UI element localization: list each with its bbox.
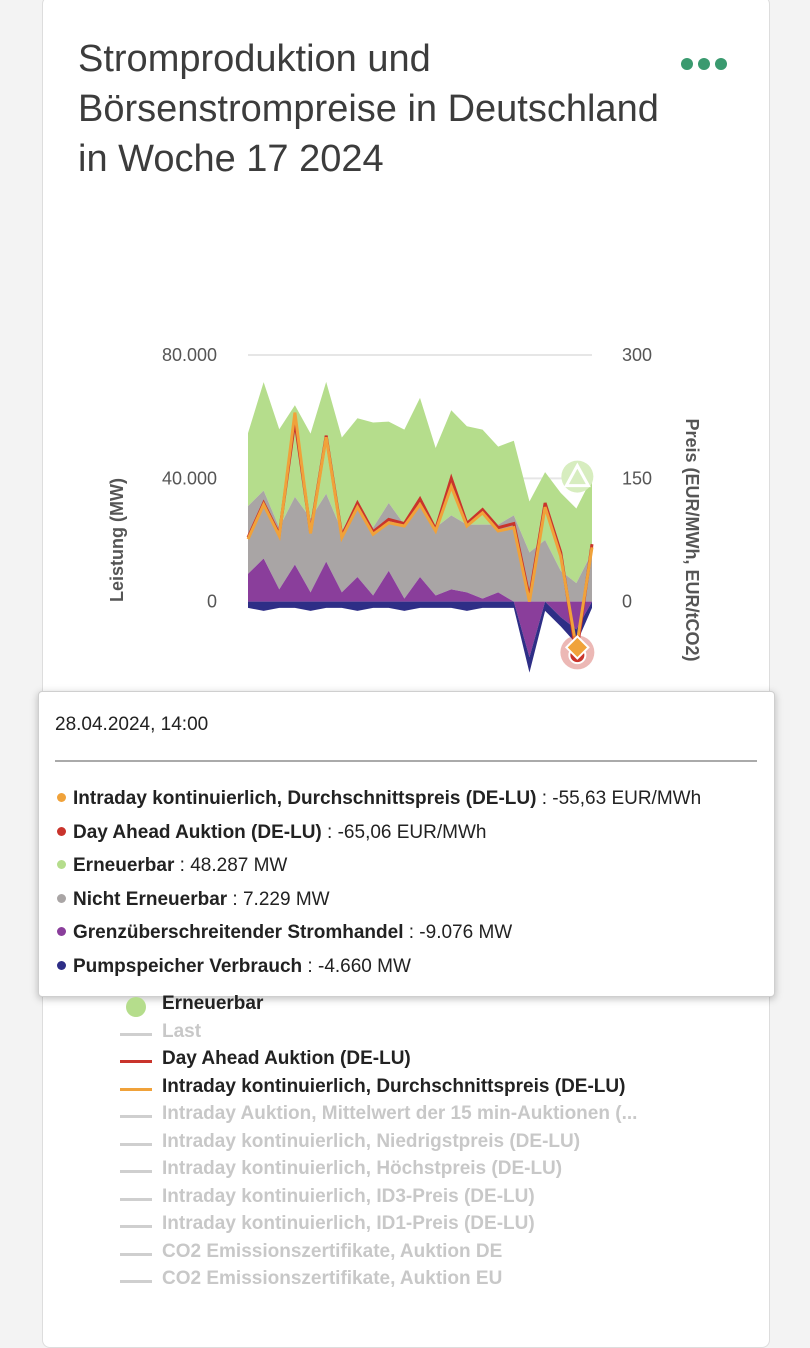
legend-swatch-icon xyxy=(120,1060,152,1063)
tooltip-row: Intraday kontinuierlich, Durchschnittspr… xyxy=(57,788,701,810)
hover-markers xyxy=(560,460,595,670)
right-tick-label: 0 xyxy=(622,592,632,612)
series-bullet-icon xyxy=(57,860,66,869)
more-dots-icon[interactable] xyxy=(681,56,727,72)
left-tick-label: 40.000 xyxy=(162,468,217,488)
tooltip-row: Grenzüberschreitender Stromhandel : -9.0… xyxy=(57,922,512,944)
legend-label: Intraday kontinuierlich, ID3-Preis (DE-L… xyxy=(162,1185,535,1207)
legend-swatch-icon xyxy=(120,1115,152,1118)
marker-erneuerbar xyxy=(563,462,591,488)
legend-label: Intraday kontinuierlich, Höchstpreis (DE… xyxy=(162,1158,563,1179)
price-line-1 xyxy=(246,412,594,648)
legend-label: Intraday kontinuierlich, Durchschnittspr… xyxy=(162,1075,626,1097)
legend-label: CO2 Emissionszertifikate, Auktion DE xyxy=(162,1240,503,1262)
marker-intraday xyxy=(564,634,590,660)
tooltip-series-value: : -65,06 EUR/MWh xyxy=(321,821,487,843)
right-tick-label: 300 xyxy=(622,345,652,365)
legend-label: Last xyxy=(162,1020,202,1042)
tooltip-series-name: Pumpspeicher Verbrauch xyxy=(73,955,303,977)
legend-swatch-icon xyxy=(120,1252,152,1256)
tooltip-series-name: Grenzüberschreitender Stromhandel xyxy=(73,922,404,943)
legend-swatch-icon xyxy=(120,1087,152,1091)
series-bullet-icon xyxy=(57,893,66,903)
y-axis-right-label: Preis (EUR/MWh, EUR/tCO2) xyxy=(682,418,702,661)
tooltip: 28.04.2024, 14:00 Intraday kontinuierlic… xyxy=(38,691,775,997)
area-erneuerbar xyxy=(248,381,592,584)
chart-title: Stromproduktion und Börsenstrompreise in… xyxy=(78,38,659,180)
legend-swatch-icon xyxy=(120,1225,152,1228)
price-lines xyxy=(246,412,594,656)
legend-label: Day Ahead Auktion (DE-LU) xyxy=(162,1048,411,1069)
left-tick-label: 80.000 xyxy=(162,345,217,365)
series-areas xyxy=(248,381,592,673)
y-axis-left-label: Leistung (MW) xyxy=(107,478,127,602)
right-tick-label: 150 xyxy=(622,468,652,488)
tooltip-date: 28.04.2024, 14:00 xyxy=(55,714,209,735)
tooltip-series-value: : -55,63 EUR/MWh xyxy=(536,788,702,809)
series-bullet-icon xyxy=(57,793,66,802)
legend-swatch-icon xyxy=(120,1142,152,1146)
legend-label: CO2 Emissionszertifikate, Auktion EU xyxy=(162,1268,503,1289)
area-nicht-erneuerbar xyxy=(248,490,592,602)
tooltip-series-name: Nicht Erneuerbar xyxy=(73,888,228,910)
tooltip-series-value: : -4.660 MW xyxy=(302,955,411,977)
series-bullet-icon xyxy=(57,826,66,836)
legend-label: Intraday kontinuierlich, Niedrigstpreis … xyxy=(162,1130,581,1152)
tooltip-row: Nicht Erneuerbar : 7.229 MW xyxy=(57,889,330,911)
tooltip-row: Erneuerbar : 48.287 MW xyxy=(57,855,287,877)
area-pumpspeicher-verbrauch xyxy=(248,601,592,673)
legend-label: Erneuerbar xyxy=(162,993,264,1014)
legend-swatch-icon xyxy=(126,997,146,1017)
legend-swatch-icon xyxy=(120,1280,152,1283)
series-bullet-icon xyxy=(57,960,66,970)
tooltip-series-value: : 7.229 MW xyxy=(227,888,330,910)
tooltip-row: Day Ahead Auktion (DE-LU) : -65,06 EUR/M… xyxy=(57,822,486,844)
tooltip-series-name: Day Ahead Auktion (DE-LU) xyxy=(73,821,322,843)
legend-label: Intraday Auktion, Mittelwert der 15 min-… xyxy=(162,1103,638,1124)
tooltip-series-value: : -9.076 MW xyxy=(403,922,513,943)
legend-label: Intraday kontinuierlich, ID1-Preis (DE-L… xyxy=(162,1213,535,1234)
chart-card xyxy=(42,0,770,1348)
legend-swatch-icon xyxy=(120,1197,152,1201)
tooltip-series-name: Erneuerbar xyxy=(73,855,175,876)
tooltip-series-name: Intraday kontinuierlich, Durchschnittspr… xyxy=(73,788,537,809)
area-grenzueberschreitender-stromhandel xyxy=(248,558,592,658)
tooltip-divider xyxy=(55,760,757,762)
series-bullet-icon xyxy=(57,927,66,936)
tooltip-series-value: : 48.287 MW xyxy=(174,855,288,876)
legend-swatch-icon xyxy=(120,1170,152,1173)
legend-swatch-icon xyxy=(120,1032,152,1036)
tooltip-row: Pumpspeicher Verbrauch : -4.660 MW xyxy=(57,956,411,978)
left-tick-label: 0 xyxy=(207,592,217,612)
